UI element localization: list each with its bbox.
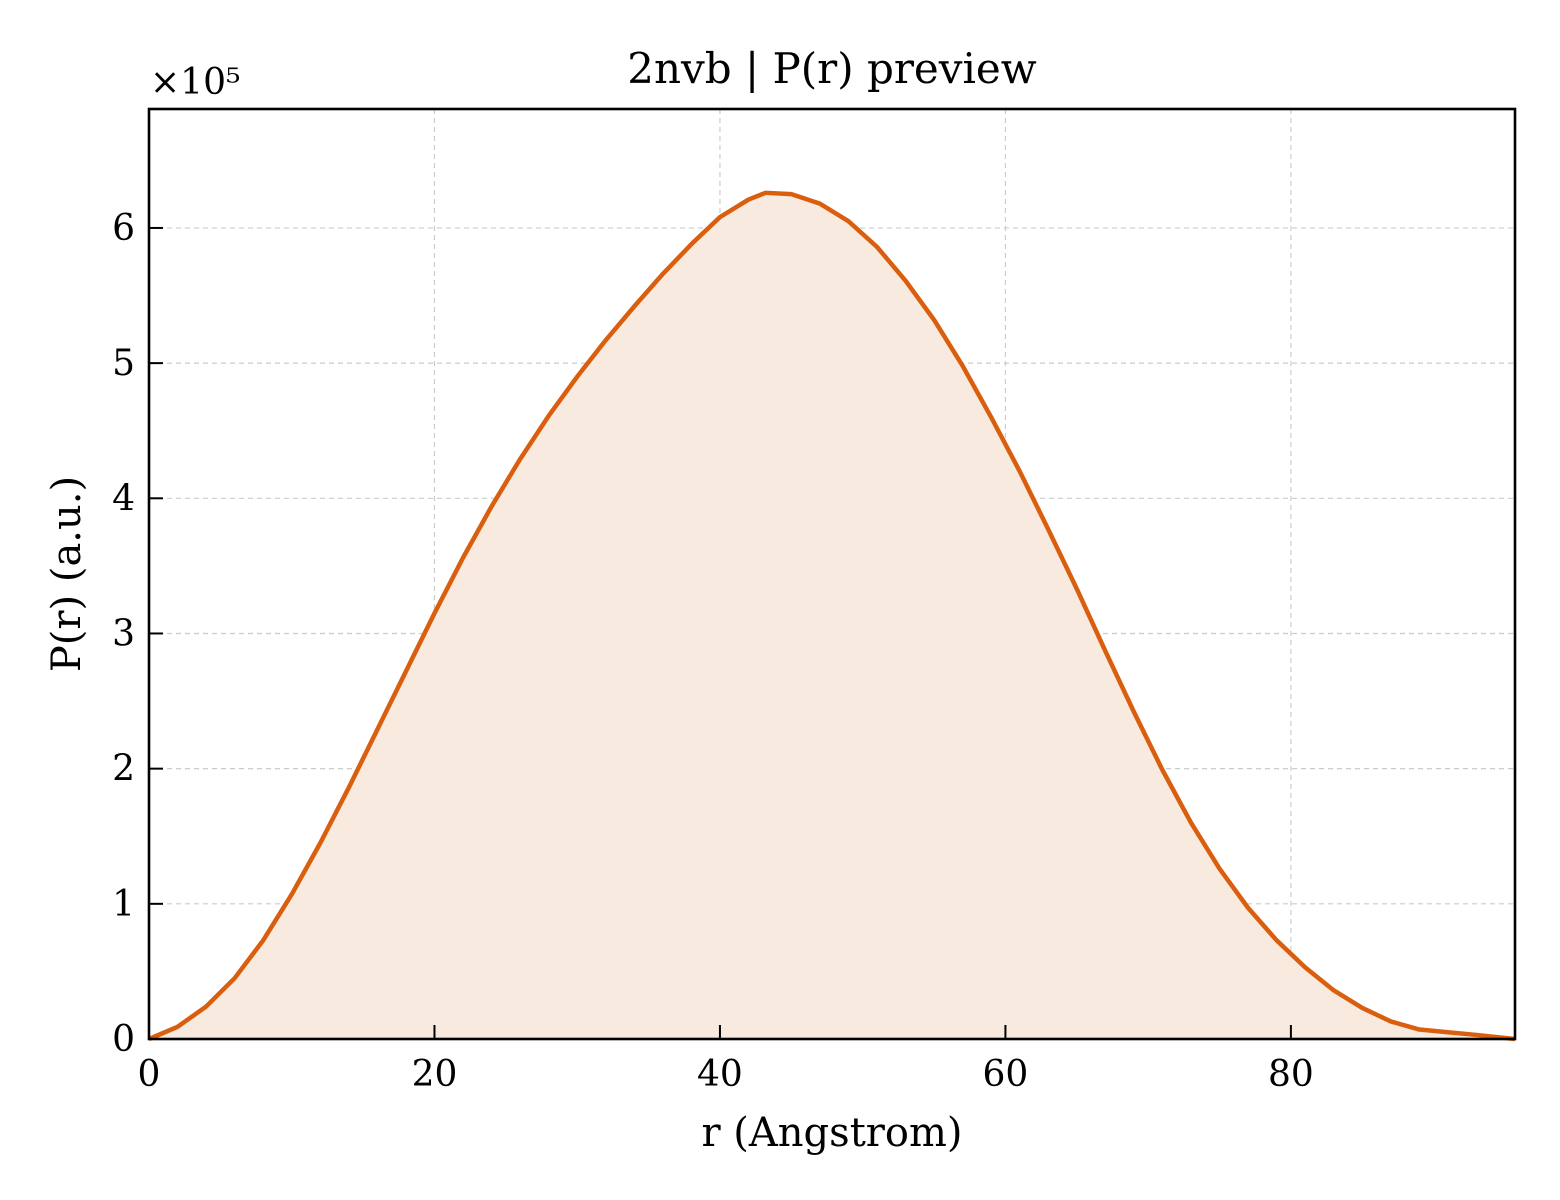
x-tick-label: 20 [412, 1054, 458, 1095]
x-axis-title: r (Angstrom) [701, 1110, 962, 1156]
y-tick-label: 2 [112, 749, 135, 790]
x-tick-label: 0 [138, 1054, 161, 1095]
y-tick-label: 5 [112, 343, 135, 384]
axis-ticks [148, 226, 1292, 1040]
y-tick-label: 3 [112, 613, 135, 654]
series-area-fill [149, 192, 1515, 1039]
chart-title: 2nvb | P(r) preview [627, 44, 1037, 93]
plot-frame [147, 107, 1517, 1041]
y-tick-label: 1 [112, 884, 135, 925]
series-line [148, 190, 1516, 1042]
x-tick-label: 80 [1268, 1054, 1314, 1095]
tick-labels: 0 20 40 60 80 0 1 2 3 4 5 6 [112, 208, 1314, 1095]
y-axis-title: P(r) (a.u.) [44, 476, 90, 672]
y-axis-multiplier: ×10⁵ [150, 62, 240, 103]
x-tick-label: 40 [697, 1054, 743, 1095]
y-tick-label: 0 [112, 1019, 135, 1060]
y-tick-label: 4 [112, 478, 135, 519]
y-tick-label: 6 [112, 208, 135, 249]
x-tick-label: 60 [983, 1054, 1029, 1095]
